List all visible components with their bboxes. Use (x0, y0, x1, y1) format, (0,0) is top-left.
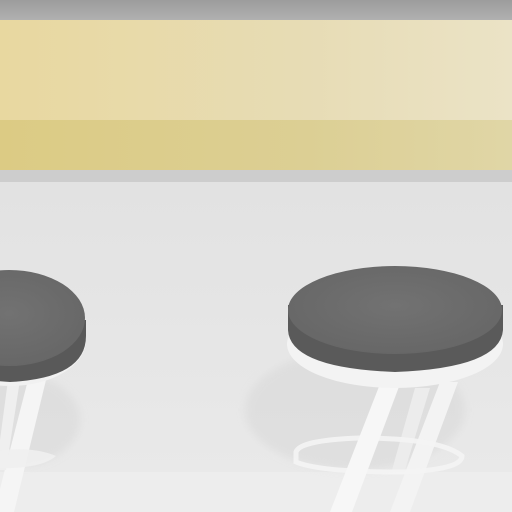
stool-left-foot-ring (0, 449, 56, 469)
stool-left-leg (0, 380, 46, 512)
stool-right-leg-mid (392, 388, 430, 470)
stool-left (0, 270, 86, 512)
counter-front-upper (0, 20, 512, 120)
stool-left-seat-top (0, 270, 85, 366)
stool-right-leg-back (390, 382, 458, 512)
stool-right-leg-front (330, 384, 400, 512)
counter-front-lower (0, 120, 512, 170)
countertop-surface (0, 0, 512, 20)
stool-right (287, 266, 503, 512)
floor (0, 472, 512, 512)
stool-left-leg-back (0, 380, 20, 470)
stool-right-foot-ring (293, 435, 465, 475)
stool-right-seat-top (288, 266, 502, 354)
counter-base-edge (0, 170, 512, 182)
